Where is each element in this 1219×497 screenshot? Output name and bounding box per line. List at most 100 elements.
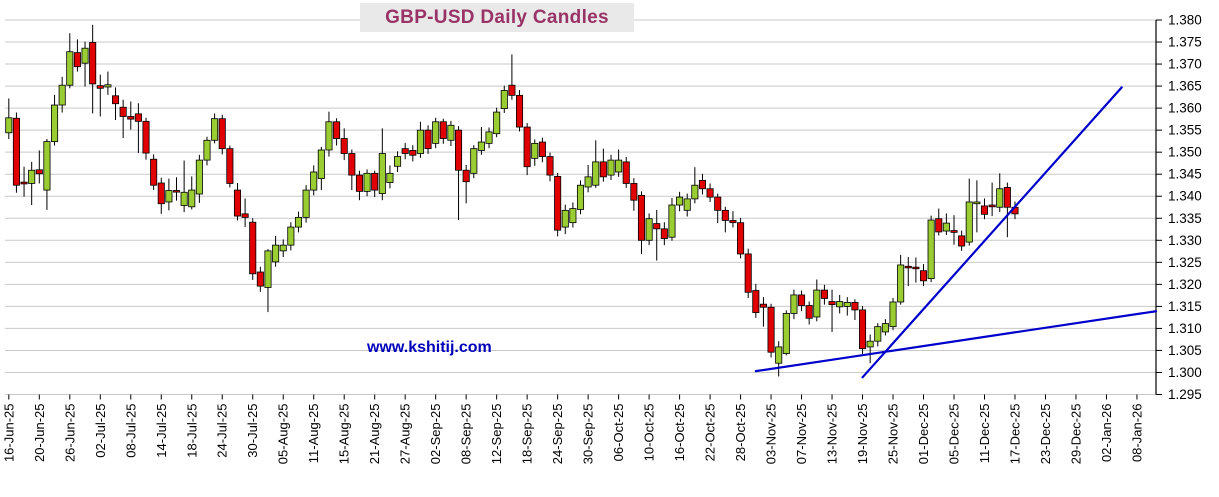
candles-layer <box>5 24 1019 377</box>
candle-24-Oct-25 <box>721 206 729 233</box>
candle-body-up <box>287 226 295 246</box>
candle-body-up <box>432 121 440 144</box>
candle-29-Aug-25 <box>416 121 424 158</box>
candle-22-Sep-25 <box>538 137 546 163</box>
y-tick-label: 1.295 <box>1168 387 1202 402</box>
candle-27-Jun-25 <box>73 39 81 72</box>
candle-body-up <box>866 340 874 348</box>
candle-12-Nov-25 <box>820 284 828 305</box>
candle-body-down <box>828 301 836 306</box>
candle-body-up <box>973 201 981 205</box>
candle-body-up <box>576 184 585 210</box>
x-tick-label: 22-Oct-25 <box>703 404 718 462</box>
y-tick-label: 1.370 <box>1168 57 1202 72</box>
candle-23-Oct-25 <box>714 193 722 224</box>
candle-body-down <box>256 271 264 287</box>
candle-body-down <box>348 153 356 176</box>
candle-08-Aug-25 <box>302 185 310 223</box>
candle-24-Jun-25 <box>51 94 59 146</box>
candle-05-Sep-25 <box>455 126 463 221</box>
candle-body-down <box>729 220 737 224</box>
x-tick-label: 02-Jul-25 <box>93 404 108 458</box>
candle-18-Jun-25 <box>20 166 28 197</box>
x-tick-label: 16-Jun-25 <box>1 404 16 463</box>
candle-18-Aug-25 <box>348 149 356 191</box>
candle-17-Jun-25 <box>12 112 20 193</box>
y-tick-label: 1.375 <box>1168 35 1202 50</box>
candle-27-Aug-25 <box>401 142 409 160</box>
x-tick-label: 15-Aug-25 <box>337 404 352 465</box>
candle-body-up <box>942 222 950 232</box>
candle-06-Aug-25 <box>287 222 295 251</box>
candle-body-down <box>455 129 463 171</box>
candle-12-Dec-25 <box>988 182 996 217</box>
candle-11-Sep-25 <box>485 127 493 149</box>
candle-12-Aug-25 <box>317 146 325 191</box>
candle-25-Jul-25 <box>226 145 234 188</box>
candle-23-Jun-25 <box>43 138 51 210</box>
candle-body-down <box>904 265 912 269</box>
candle-15-Aug-25 <box>340 128 348 161</box>
candle-body-up <box>843 302 851 307</box>
candle-19-Jun-25 <box>28 161 36 206</box>
candle-29-Oct-25 <box>744 248 752 299</box>
candle-13-Nov-25 <box>828 289 836 332</box>
candle-body-down <box>554 176 562 231</box>
candle-22-Oct-25 <box>706 183 714 202</box>
candle-20-Aug-25 <box>363 169 371 197</box>
candle-13-Oct-25 <box>653 209 661 261</box>
candle-body-up <box>447 124 455 141</box>
candle-body-down <box>355 174 363 192</box>
candle-body-up <box>81 47 89 64</box>
candle-17-Sep-25 <box>515 90 524 132</box>
candle-body-up <box>58 84 66 106</box>
candle-body-down <box>988 204 996 208</box>
candle-04-Aug-25 <box>272 235 280 267</box>
x-tick-label: 13-Nov-25 <box>825 404 840 465</box>
candle-body-down <box>134 113 142 122</box>
candle-04-Jul-25 <box>112 87 120 121</box>
x-tick-label: 25-Nov-25 <box>886 404 901 465</box>
x-tick-label: 01-Dec-25 <box>916 404 931 465</box>
chart-title: GBP-USD Daily Candles <box>360 3 634 32</box>
candle-body-down <box>912 266 920 270</box>
candle-body-down <box>142 120 150 154</box>
candle-body-up <box>668 204 676 238</box>
candle-01-Aug-25 <box>264 249 272 313</box>
candle-body-up <box>493 111 501 135</box>
candle-11-Nov-25 <box>813 279 821 322</box>
candle-body-up <box>363 172 371 192</box>
candle-14-Nov-25 <box>836 294 844 314</box>
candle-11-Dec-25 <box>980 198 989 220</box>
y-tick-label: 1.305 <box>1168 343 1202 358</box>
candle-18-Sep-25 <box>523 123 531 176</box>
candle-15-Dec-25 <box>996 173 1004 213</box>
candle-03-Dec-25 <box>935 208 943 236</box>
candle-body-down <box>35 169 43 175</box>
x-tick-label: 12-Sep-25 <box>489 404 504 465</box>
candle-body-down <box>721 209 729 221</box>
candle-05-Nov-25 <box>782 310 790 356</box>
candle-body-up <box>51 104 59 143</box>
candle-body-down <box>371 172 379 191</box>
candle-20-Oct-25 <box>691 167 699 204</box>
x-tick-label: 19-Nov-25 <box>855 404 870 465</box>
candle-body-down <box>172 190 181 193</box>
candle-body-down <box>127 116 135 120</box>
candle-body-down <box>637 194 646 241</box>
candle-body-up <box>683 198 691 211</box>
candle-body-up <box>782 313 790 354</box>
candle-21-Jul-25 <box>195 154 203 203</box>
x-tick-label: 02-Jan-26 <box>1099 404 1114 463</box>
candle-02-Oct-25 <box>599 148 607 182</box>
candle-11-Jul-25 <box>150 154 158 191</box>
candle-body-up <box>302 189 310 218</box>
candle-body-down <box>439 121 447 139</box>
candle-body-down <box>759 303 767 308</box>
candle-body-up <box>272 244 280 263</box>
candle-03-Oct-25 <box>607 154 615 180</box>
candle-18-Nov-25 <box>851 299 859 321</box>
candle-30-Jun-25 <box>81 41 89 87</box>
candle-body-down <box>401 148 409 154</box>
candle-28-Oct-25 <box>737 217 745 259</box>
